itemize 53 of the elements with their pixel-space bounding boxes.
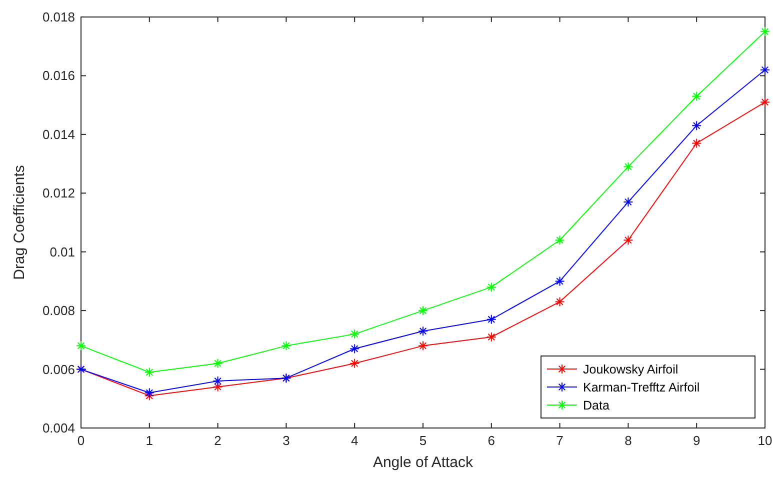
- point: [760, 64, 770, 75]
- point: [692, 91, 702, 102]
- legend-label: Joukowsky Airfoil: [583, 362, 678, 376]
- y-tick-label: 0.016: [42, 68, 75, 84]
- y-axis-title: Drag Coefficients: [11, 165, 28, 280]
- y-tick-label: 0.006: [42, 362, 75, 377]
- x-tick-label: 2: [214, 433, 222, 448]
- x-tick-label: 6: [488, 433, 496, 448]
- point: [623, 196, 634, 207]
- x-tick-label: 3: [282, 433, 290, 448]
- point: [76, 340, 86, 351]
- point: [212, 382, 223, 392]
- point: [692, 120, 702, 131]
- point: [144, 388, 154, 398]
- legend-label: Karman-Trefftz Airfoil: [583, 380, 700, 394]
- point: [486, 332, 496, 342]
- point: [418, 326, 428, 336]
- x-tick-label: 10: [758, 433, 772, 448]
- point: [350, 344, 360, 354]
- x-tick-label: 1: [146, 433, 154, 448]
- point: [623, 162, 634, 172]
- x-tick-label: 5: [419, 433, 427, 448]
- legend-label: Data: [583, 398, 610, 412]
- point: [554, 276, 565, 286]
- point: [350, 329, 360, 340]
- point: [212, 376, 223, 386]
- x-tick-label: 9: [692, 433, 700, 448]
- x-tick-label: 0: [77, 433, 85, 448]
- y-tick-label: 0.008: [42, 303, 75, 318]
- y-tick-label: 0.018: [42, 10, 75, 24]
- point: [144, 390, 154, 401]
- point: [760, 26, 770, 37]
- point: [692, 138, 702, 148]
- point: [212, 358, 223, 368]
- point: [418, 340, 428, 351]
- point: [554, 296, 565, 307]
- y-tick-label: 0.012: [42, 186, 75, 201]
- x-axis-title: Angle of Attack: [372, 454, 474, 471]
- point: [486, 282, 496, 292]
- point: [281, 340, 292, 351]
- y-tick-label: 0.004: [42, 420, 75, 436]
- point: [144, 367, 154, 378]
- point: [486, 314, 496, 324]
- point: [418, 306, 428, 316]
- y-tick-label: 0.01: [50, 244, 75, 260]
- x-tick-label: 8: [624, 433, 632, 448]
- x-tick-label: 4: [350, 433, 358, 448]
- x-tick-label: 7: [556, 433, 564, 448]
- point: [554, 235, 565, 246]
- point: [350, 358, 360, 368]
- point: [623, 235, 634, 246]
- y-tick-label: 0.014: [42, 126, 75, 142]
- point: [760, 97, 770, 108]
